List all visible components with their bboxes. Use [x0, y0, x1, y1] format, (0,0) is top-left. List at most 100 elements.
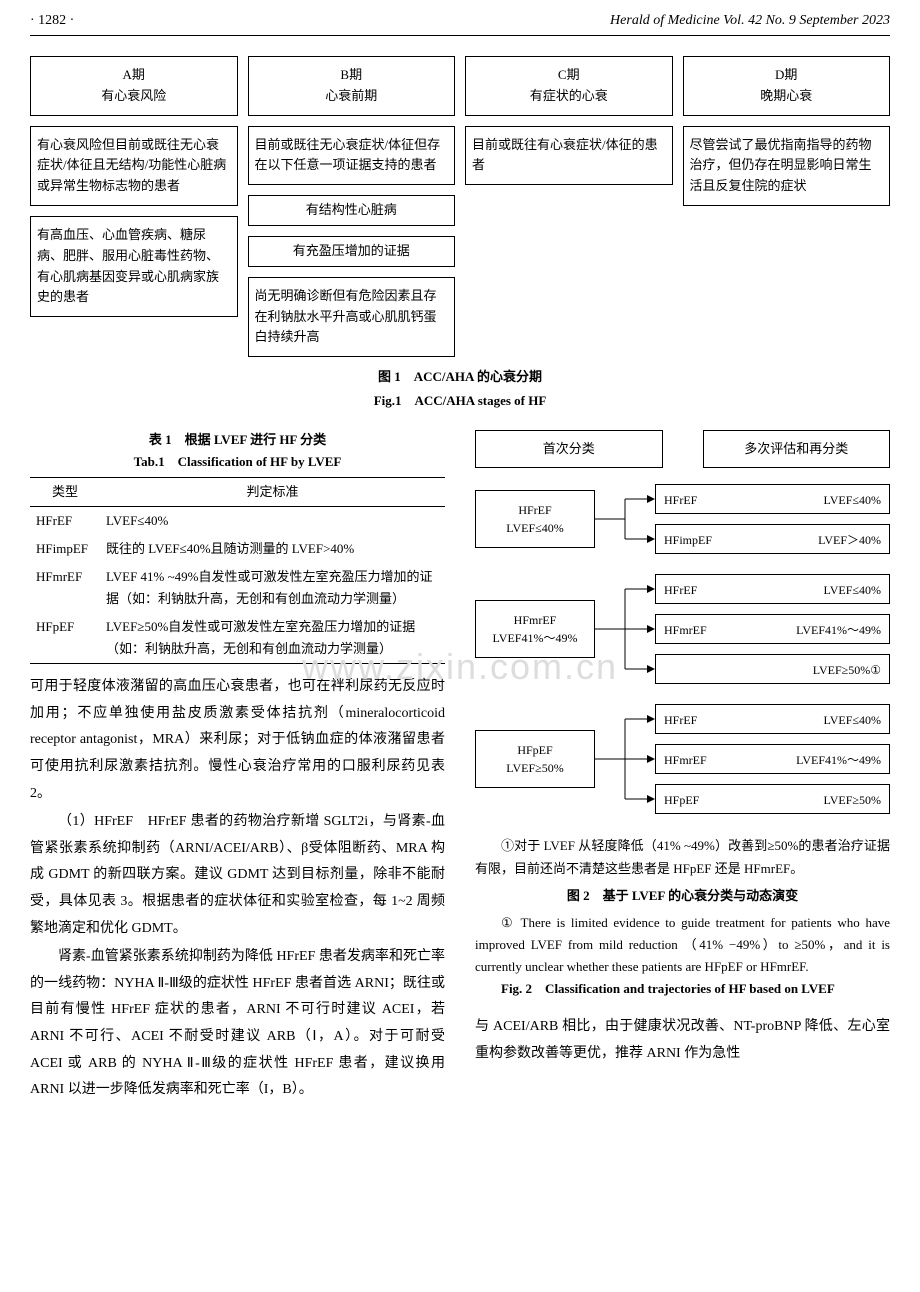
fig2-left-value: LVEF≤40% [484, 519, 586, 537]
stage-label: C期 [558, 65, 580, 86]
fig2-group: HFpEFLVEF≥50%HFrEFLVEF≤40%HFmrEFLVEF41%～… [475, 704, 890, 814]
paragraph: 肾素-血管紧张素系统抑制药为降低 HFrEF 患者发病率和死亡率的一线药物：NY… [30, 944, 445, 1104]
stage-label: A期 [123, 65, 145, 86]
stage-b-title: B期 心衰前期 [248, 56, 456, 116]
fig2-note-zh: ①对于 LVEF 从轻度降低（41% ~49%）改善到≥50%的患者治疗证据有限… [475, 834, 890, 881]
stage-c-title: C期 有症状的心衰 [465, 56, 673, 116]
stage-c-box-1: 目前或既往有心衰症状/体征的患者 [465, 126, 673, 186]
stage-label: D期 [775, 65, 797, 86]
table-col-criteria: 判定标准 [100, 478, 445, 507]
paragraph: 与 ACEI/ARB 相比，由于健康状况改善、NT-proBNP 降低、左心室重… [475, 1014, 890, 1067]
two-column-layout: 表 1 根据 LVEF 进行 HF 分类 Tab.1 Classificatio… [30, 430, 890, 1106]
stage-a-box-1: 有心衰风险但目前或既往无心衰症状/体征且无结构/功能性心脏病或异常生物标志物的患… [30, 126, 238, 206]
table-1: 类型 判定标准 HFrEF LVEF≤40% HFimpEF 既往的 LVEF≤… [30, 477, 445, 664]
fig2-group: HFmrEFLVEF41%～49%HFrEFLVEF≤40%HFmrEFLVEF… [475, 574, 890, 684]
fig2-right-label: HFmrEF [664, 751, 707, 767]
right-column: 首次分类 多次评估和再分类 HFrEFLVEF≤40%HFrEFLVEF≤40%… [475, 430, 890, 1106]
fig2-right-box: HFpEF LVEF≥50% [655, 784, 890, 814]
table-row: HFrEF LVEF≤40% [30, 506, 445, 535]
stage-d-title: D期 晚期心衰 [683, 56, 891, 116]
table-row: HFimpEF 既往的 LVEF≤40%且随访测量的 LVEF>40% [30, 535, 445, 563]
fig2-right-box: HFrEF LVEF≤40% [655, 484, 890, 514]
body-text-right-bottom: 与 ACEI/ARB 相比，由于健康状况改善、NT-proBNP 降低、左心室重… [475, 1014, 890, 1067]
fig2-left-value: LVEF≥50% [484, 759, 586, 777]
cell-criteria: LVEF≤40% [100, 506, 445, 535]
fig2-right-label: HFrEF [664, 581, 697, 597]
fig2-group: HFrEFLVEF≤40%HFrEFLVEF≤40%HFimpEFLVEF＞40… [475, 484, 890, 554]
stage-a-title: A期 有心衰风险 [30, 56, 238, 116]
stage-sublabel: 有心衰风险 [101, 86, 166, 107]
stage-sublabel: 心衰前期 [325, 86, 377, 107]
fig2-right-value: LVEF≥50%① [813, 661, 881, 677]
stage-sublabel: 晚期心衰 [760, 86, 812, 107]
cell-criteria: 既往的 LVEF≤40%且随访测量的 LVEF>40% [100, 535, 445, 563]
body-text-left: 可用于轻度体液潴留的高血压心衰患者，也可在袢利尿药无反应时加用；不应单独使用盐皮… [30, 674, 445, 1104]
stage-a-box-2: 有高血压、心血管疾病、糖尿病、肥胖、服用心脏毒性药物、有心肌病基因变异或心肌病家… [30, 216, 238, 317]
cell-type: HFmrEF [30, 563, 100, 613]
fig2-right-value: LVEF≤40% [824, 581, 881, 597]
stage-d-column: D期 晚期心衰 尽管尝试了最优指南指导的药物治疗，但仍存在明显影响日常生活且反复… [683, 56, 891, 357]
fig2-header-first: 首次分类 [475, 430, 663, 468]
fig2-right-value: LVEF41%～49% [796, 751, 881, 767]
fig2-right-box: HFrEF LVEF≤40% [655, 704, 890, 734]
fig2-left-box: HFpEFLVEF≥50% [475, 730, 595, 788]
fig2-left-label: HFrEF [484, 501, 586, 519]
fig2-right-label: HFimpEF [664, 531, 712, 547]
fig2-right-box: HFimpEF LVEF＞40% [655, 524, 890, 554]
stage-d-box-1: 尽管尝试了最优指南指导的药物治疗，但仍存在明显影响日常生活且反复住院的症状 [683, 126, 891, 206]
cell-type: HFpEF [30, 613, 100, 664]
stage-b-column: B期 心衰前期 目前或既往无心衰症状/体征但存在以下任意一项证据支持的患者 有结… [248, 56, 456, 357]
stage-b-box-2: 有结构性心脏病 [248, 195, 456, 226]
paragraph: 可用于轻度体液潴留的高血压心衰患者，也可在袢利尿药无反应时加用；不应单独使用盐皮… [30, 674, 445, 807]
table-col-type: 类型 [30, 478, 100, 507]
bracket-connector [595, 484, 655, 554]
page-number: · 1282 · [30, 10, 74, 31]
fig2-right-box: HFmrEF LVEF41%～49% [655, 744, 890, 774]
stage-b-box-1: 目前或既往无心衰症状/体征但存在以下任意一项证据支持的患者 [248, 126, 456, 186]
cell-type: HFimpEF [30, 535, 100, 563]
fig2-right-group: HFrEF LVEF≤40% HFimpEF LVEF＞40% [655, 484, 890, 554]
stage-c-column: C期 有症状的心衰 目前或既往有心衰症状/体征的患者 [465, 56, 673, 357]
fig2-right-group: HFrEF LVEF≤40% HFmrEF LVEF41%～49% HFpEF LVEF≥… [655, 704, 890, 814]
fig2-header-multi: 多次评估和再分类 [703, 430, 891, 468]
fig2-left-box: HFmrEFLVEF41%～49% [475, 600, 595, 658]
fig2-right-label: HFpEF [664, 791, 699, 807]
fig2-right-value: LVEF≥50% [824, 791, 881, 807]
fig2-right-box: HFrEF LVEF≤40% [655, 574, 890, 604]
bracket-connector [595, 574, 655, 684]
fig2-left-value: LVEF41%～49% [484, 629, 586, 647]
stage-b-box-4: 尚无明确诊断但有危险因素且存在利钠肽水平升高或心肌肌钙蛋白持续升高 [248, 277, 456, 357]
fig2-caption-zh: 图 2 基于 LVEF 的心衰分类与动态演变 [475, 886, 890, 906]
stage-b-box-3: 有充盈压增加的证据 [248, 236, 456, 267]
figure-1-caption-zh: 图 1 ACC/AHA 的心衰分期 [30, 367, 890, 387]
table-row: HFmrEF LVEF 41% ~49%自发性或可激发性左室充盈压力增加的证据（… [30, 563, 445, 613]
fig2-left-label: HFpEF [484, 741, 586, 759]
fig2-right-label: HFrEF [664, 711, 697, 727]
cell-criteria: LVEF≥50%自发性或可激发性左室充盈压力增加的证据（如：利钠肽升高，无创和有… [100, 613, 445, 664]
fig2-right-value: LVEF＞40% [818, 531, 881, 547]
table-row: HFpEF LVEF≥50%自发性或可激发性左室充盈压力增加的证据（如：利钠肽升… [30, 613, 445, 664]
stage-label: B期 [340, 65, 362, 86]
fig2-caption-en: Fig. 2 Classification and trajectories o… [475, 978, 890, 1000]
fig2-right-value: LVEF41%～49% [796, 621, 881, 637]
stage-sublabel: 有症状的心衰 [530, 86, 608, 107]
fig2-right-label: HFmrEF [664, 621, 707, 637]
stage-a-column: A期 有心衰风险 有心衰风险但目前或既往无心衰症状/体征且无结构/功能性心脏病或… [30, 56, 238, 357]
fig2-groups: HFrEFLVEF≤40%HFrEFLVEF≤40%HFimpEFLVEF＞40… [475, 484, 890, 814]
fig2-right-value: LVEF≤40% [824, 711, 881, 727]
page-header: · 1282 · Herald of Medicine Vol. 42 No. … [30, 10, 890, 36]
table-1-caption-zh: 表 1 根据 LVEF 进行 HF 分类 [30, 430, 445, 450]
fig2-right-group: HFrEF LVEF≤40% HFmrEF LVEF41%～49% LVEF≥50%① [655, 574, 890, 684]
fig2-left-box: HFrEFLVEF≤40% [475, 490, 595, 548]
table-1-caption-en: Tab.1 Classification of HF by LVEF [30, 452, 445, 472]
figure-1-caption-en: Fig.1 ACC/AHA stages of HF [30, 391, 890, 411]
cell-criteria: LVEF 41% ~49%自发性或可激发性左室充盈压力增加的证据（如：利钠肽升高… [100, 563, 445, 613]
paragraph: （1）HFrEF HFrEF 患者的药物治疗新增 SGLT2i，与肾素-血管紧张… [30, 809, 445, 942]
cell-type: HFrEF [30, 506, 100, 535]
fig2-left-label: HFmrEF [484, 611, 586, 629]
fig2-right-label: HFrEF [664, 491, 697, 507]
bracket-connector [595, 704, 655, 814]
journal-info: Herald of Medicine Vol. 42 No. 9 Septemb… [610, 10, 890, 31]
figure-1-diagram: A期 有心衰风险 有心衰风险但目前或既往无心衰症状/体征且无结构/功能性心脏病或… [30, 56, 890, 357]
fig2-right-value: LVEF≤40% [824, 491, 881, 507]
